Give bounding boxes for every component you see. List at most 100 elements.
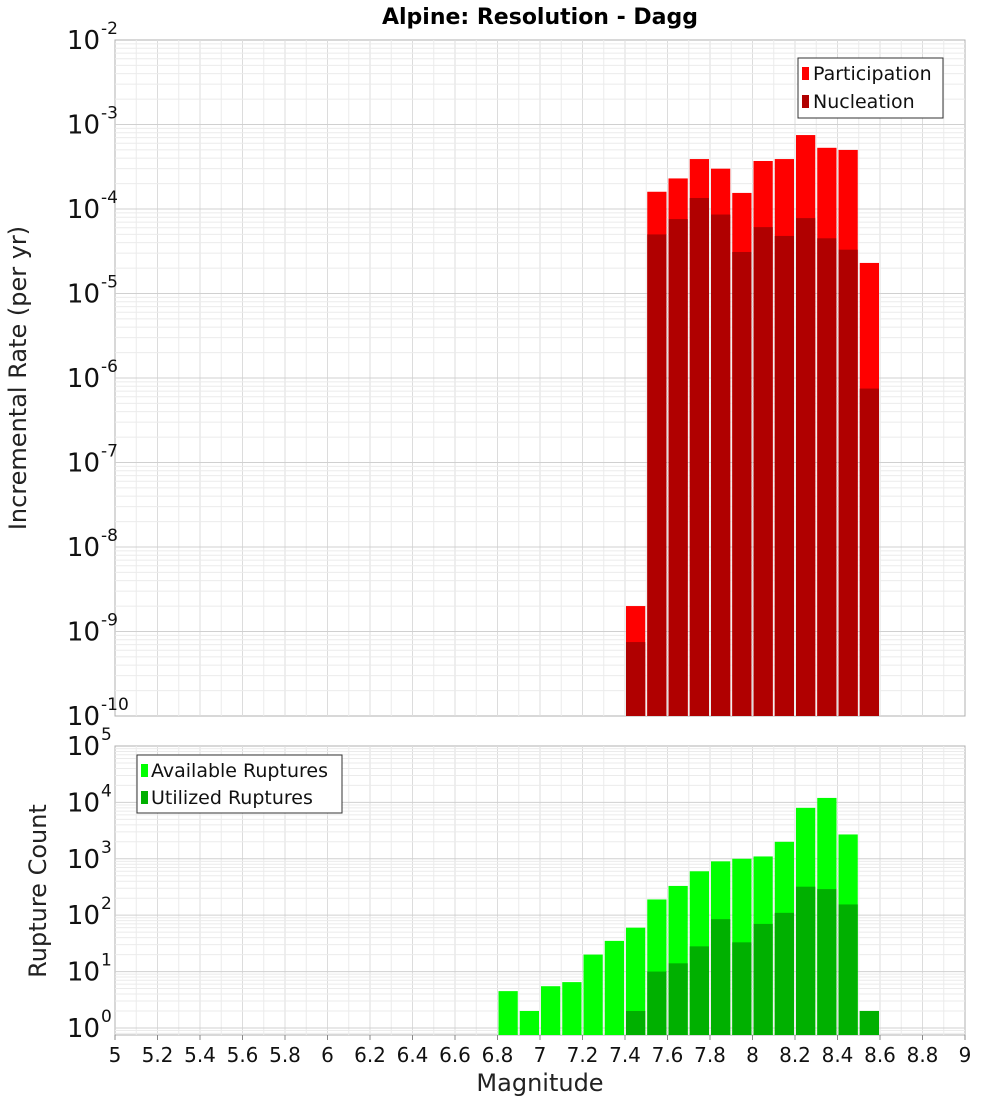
nucleation-bar	[689, 197, 709, 716]
y-tick-exponent: -9	[101, 611, 118, 631]
x-tick-label: 8.8	[907, 1043, 939, 1067]
available-ruptures-bar	[604, 940, 624, 1035]
x-tick-label: 9	[959, 1043, 972, 1067]
x-tick-label: 6.6	[439, 1043, 471, 1067]
x-tick-label: 6.2	[354, 1043, 386, 1067]
utilized-legend-label: Utilized Ruptures	[151, 787, 313, 809]
nucleation-bar	[647, 234, 667, 717]
participation-legend-swatch	[802, 67, 809, 80]
y-tick-label: 10	[67, 449, 100, 479]
y-tick-label: 10	[67, 280, 100, 310]
utilized-ruptures-bar	[732, 942, 752, 1035]
y-tick-label: 10	[67, 618, 100, 648]
utilized-ruptures-bar	[838, 904, 858, 1035]
y-tick-label: 10	[67, 533, 100, 563]
y-tick-exponent: -3	[101, 104, 118, 124]
utilized-ruptures-bar	[689, 946, 709, 1035]
y-tick-exponent: 0	[101, 1007, 112, 1027]
utilized-ruptures-bar	[817, 889, 837, 1035]
nucleation-bar	[859, 388, 879, 716]
x-tick-label: 6.8	[482, 1043, 514, 1067]
utilized-ruptures-bar	[647, 971, 667, 1035]
nucleation-bar	[796, 218, 816, 716]
x-tick-label: 5	[109, 1043, 122, 1067]
utilized-ruptures-bar	[859, 1010, 879, 1035]
y-tick-exponent: -5	[101, 273, 118, 293]
y-tick-exponent: 2	[101, 894, 112, 914]
available-ruptures-bar	[541, 986, 561, 1035]
x-tick-label: 8.2	[779, 1043, 811, 1067]
rate-bars	[626, 135, 879, 717]
y-tick-exponent: -8	[101, 526, 118, 546]
available-ruptures-bar	[626, 927, 646, 1035]
x-tick-label: 8	[746, 1043, 759, 1067]
x-tick-label: 5.8	[269, 1043, 301, 1067]
nucleation-bar	[817, 238, 837, 717]
nucleation-bar	[774, 235, 794, 716]
x-tick-label: 7.4	[609, 1043, 641, 1067]
y-tick-label: 10	[67, 732, 100, 762]
y-tick-label: 10	[67, 901, 100, 931]
available-ruptures-bar	[583, 954, 603, 1035]
count-legend-box	[136, 754, 343, 814]
x-tick-label: 6	[321, 1043, 334, 1067]
x-tick-label: 7.8	[694, 1043, 726, 1067]
x-tick-label: 8.6	[864, 1043, 896, 1067]
nucleation-legend-swatch	[802, 95, 809, 108]
available-legend-swatch	[141, 764, 148, 777]
nucleation-bar	[668, 219, 688, 716]
y-tick-exponent: 5	[101, 725, 112, 745]
utilized-ruptures-bar	[774, 912, 794, 1035]
x-tick-label: 7.6	[652, 1043, 684, 1067]
y-tick-label: 10	[67, 958, 100, 988]
available-ruptures-bar	[562, 982, 582, 1035]
y-tick-exponent: -6	[101, 357, 118, 377]
available-ruptures-bar	[519, 1010, 539, 1035]
y-tick-label: 10	[67, 364, 100, 394]
rate-legend-box	[797, 57, 944, 119]
y-tick-exponent: 3	[101, 838, 112, 858]
magnitude-x-axis-label: Magnitude	[476, 1069, 603, 1097]
count-bars	[498, 797, 879, 1035]
nucleation-bar	[626, 642, 646, 716]
x-tick-label: 8.4	[822, 1043, 854, 1067]
nucleation-bar	[711, 214, 731, 716]
y-tick-label: 10	[67, 845, 100, 875]
y-tick-label: 10	[67, 788, 100, 818]
nucleation-bar	[732, 251, 752, 717]
utilized-ruptures-bar	[711, 919, 731, 1035]
y-tick-exponent: -4	[101, 188, 118, 208]
utilized-ruptures-bar	[796, 886, 816, 1035]
utilized-ruptures-bar	[753, 923, 773, 1035]
magnitude-x-ticks: 5 5.2 5.4 5.6 5.8 6 6.2 6.4 6.6 6.8 7 7.2 7.4 7.6 7.8 8…	[109, 1035, 972, 1067]
participation-legend-label: Participation	[813, 63, 932, 85]
y-tick-exponent: 4	[101, 781, 112, 801]
y-tick-label: 10	[67, 26, 100, 56]
x-tick-label: 7	[534, 1043, 547, 1067]
y-tick-label: 10	[67, 1014, 100, 1044]
nucleation-bar	[838, 249, 858, 716]
y-tick-label: 10	[67, 111, 100, 141]
x-tick-label: 5.6	[227, 1043, 259, 1067]
x-tick-label: 5.4	[184, 1043, 216, 1067]
utilized-ruptures-bar	[668, 963, 688, 1035]
y-tick-exponent: -2	[101, 19, 118, 39]
rate-legend: Participation Nucleation	[797, 57, 944, 119]
x-tick-label: 6.4	[397, 1043, 429, 1067]
count-legend: Available Ruptures Utilized Ruptures	[136, 754, 343, 814]
available-legend-label: Available Ruptures	[151, 760, 328, 782]
count-y-axis-label: Rupture Count	[24, 804, 52, 978]
utilized-ruptures-bar	[626, 1010, 646, 1035]
rate-grid	[115, 40, 965, 716]
chart-title: Alpine: Resolution - Dagg	[382, 5, 698, 30]
y-tick-exponent: 1	[101, 951, 112, 971]
nucleation-bar	[753, 227, 773, 716]
x-tick-label: 7.2	[567, 1043, 599, 1067]
y-tick-label: 10	[67, 195, 100, 225]
y-tick-label: 10	[67, 702, 100, 732]
